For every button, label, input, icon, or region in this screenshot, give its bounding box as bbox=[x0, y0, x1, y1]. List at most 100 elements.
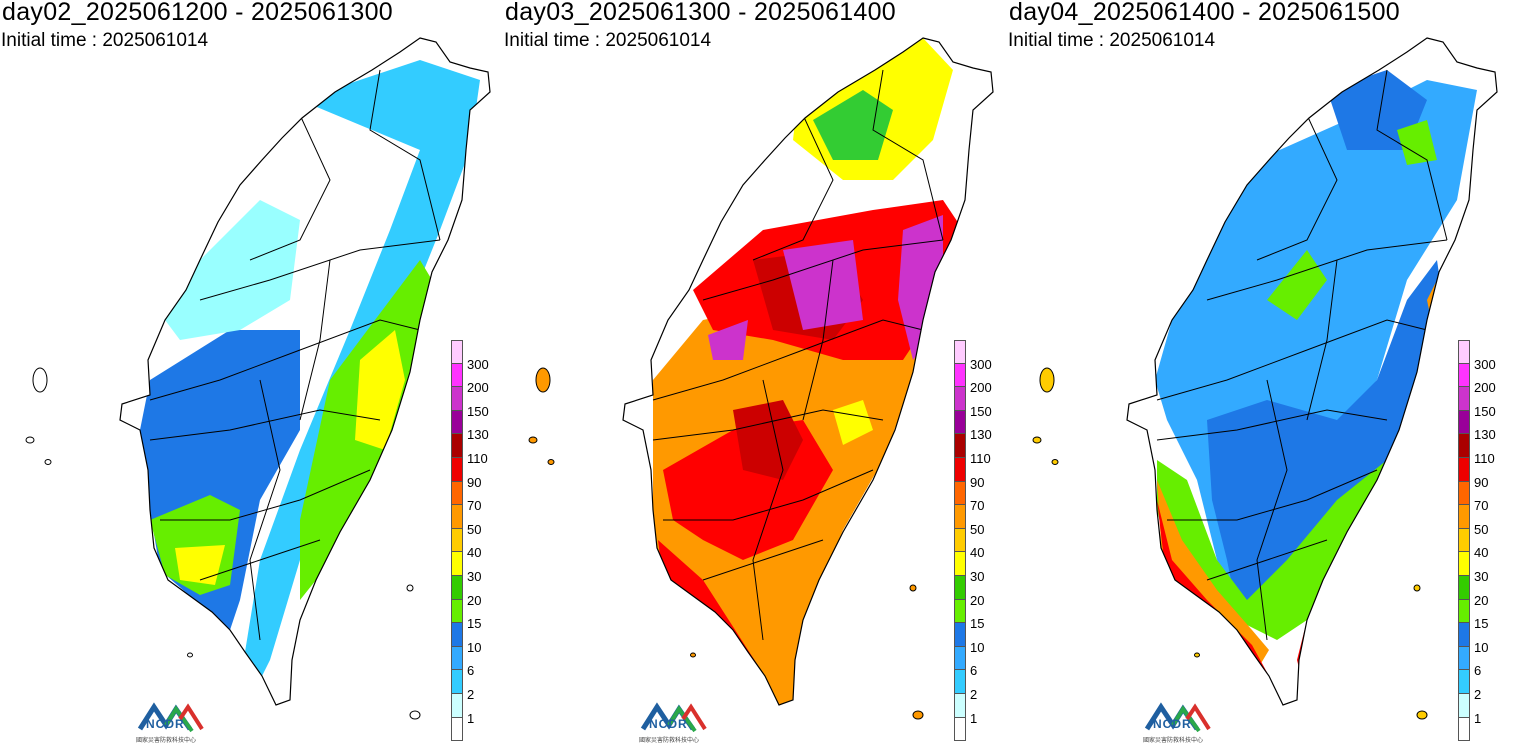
colorbar-swatch bbox=[1458, 457, 1470, 482]
colorbar-level-label: 300 bbox=[467, 356, 489, 372]
colorbar-swatch bbox=[954, 434, 966, 458]
colorbar-swatch bbox=[451, 528, 463, 553]
colorbar-swatch bbox=[1458, 528, 1470, 553]
colorbar-swatch bbox=[451, 670, 463, 694]
outlying-island bbox=[409, 710, 421, 720]
ncdr-logo-icon bbox=[1144, 702, 1211, 733]
county-boundary bbox=[160, 469, 371, 521]
county-boundary bbox=[1206, 539, 1328, 581]
colorbar-swatch bbox=[1458, 410, 1470, 435]
colorbar-swatch bbox=[954, 387, 966, 411]
colorbar-level-label: 1 bbox=[467, 710, 475, 726]
colorbar-level-label: 90 bbox=[970, 474, 985, 490]
colorbar-level-label: 150 bbox=[1474, 403, 1496, 419]
county-boundary bbox=[1306, 259, 1338, 421]
outlying-island bbox=[1413, 584, 1421, 592]
colorbar-level-label: 2 bbox=[970, 687, 978, 702]
colorbar-level-label: 130 bbox=[1474, 427, 1496, 443]
coastline bbox=[1126, 37, 1498, 706]
colorbar-level-label: 1 bbox=[1474, 710, 1482, 726]
outlying-island bbox=[535, 367, 551, 393]
colorbar-level-label: 200 bbox=[1474, 380, 1496, 396]
colorbar-swatch bbox=[451, 623, 463, 647]
colorbar-swatch bbox=[1458, 717, 1470, 742]
colorbar-level-label: 15 bbox=[970, 616, 985, 632]
colorbar-level-label: 15 bbox=[1474, 616, 1489, 632]
colorbar-swatch bbox=[1458, 434, 1470, 458]
colorbar-swatch bbox=[954, 693, 966, 718]
logo-subtext: 國家災害防救科技中心 bbox=[1143, 738, 1204, 744]
county-boundary bbox=[149, 319, 421, 401]
colorbar-swatch bbox=[451, 552, 463, 576]
logo-subtext: 國家災害防救科技中心 bbox=[639, 738, 700, 744]
outlying-island bbox=[1416, 710, 1428, 720]
outlying-island bbox=[25, 436, 35, 444]
colorbar-swatch bbox=[1458, 481, 1470, 506]
colorbar-swatch bbox=[1458, 670, 1470, 694]
county-boundary bbox=[1167, 469, 1378, 521]
colorbar-level-label: 30 bbox=[1474, 569, 1489, 584]
colorbar-swatch bbox=[451, 505, 463, 529]
rainfall-zone-40 bbox=[175, 330, 405, 585]
colorbar-level-label: 40 bbox=[1474, 545, 1489, 561]
colorbar-level-label: 110 bbox=[467, 451, 488, 466]
initial-time-label: Initial time : 2025061014 bbox=[504, 30, 712, 51]
outlying-island bbox=[1051, 459, 1059, 465]
county-boundary bbox=[1206, 239, 1448, 301]
colorbar-swatch bbox=[954, 481, 966, 506]
colorbar-level-label: 50 bbox=[970, 521, 985, 537]
colorbar-level-label: 70 bbox=[467, 498, 482, 514]
colorbar-swatch bbox=[451, 599, 463, 624]
colorbar-level-label: 6 bbox=[1474, 663, 1482, 679]
county-boundary bbox=[199, 539, 321, 581]
rainfall-map bbox=[25, 37, 491, 720]
county-boundary bbox=[1256, 379, 1288, 641]
colorbar-level-label: 300 bbox=[970, 356, 992, 372]
colorbar-level-label: 6 bbox=[467, 663, 475, 679]
colorbar-swatch bbox=[954, 646, 966, 671]
rainfall-zone-15 bbox=[1207, 70, 1447, 620]
colorbar-level-label: 70 bbox=[1474, 498, 1489, 514]
county-boundary bbox=[1376, 69, 1448, 241]
ncdr-logo-icon bbox=[137, 702, 204, 733]
county-boundary bbox=[752, 114, 834, 261]
colorbar bbox=[1458, 340, 1470, 742]
county-boundary bbox=[249, 379, 281, 641]
colorbar-level-label: 150 bbox=[467, 403, 489, 419]
initial-time-label: Initial time : 2025061014 bbox=[1, 30, 209, 51]
colorbar-swatch bbox=[1458, 340, 1470, 364]
rainfall-zone-1 bbox=[165, 200, 300, 340]
colorbar-swatch bbox=[1458, 693, 1470, 718]
colorbar-swatch bbox=[1458, 599, 1470, 624]
outlying-island bbox=[32, 367, 48, 393]
colorbar-level-label: 10 bbox=[970, 639, 985, 655]
outlying-island bbox=[1194, 652, 1200, 658]
colorbar-level-label: 70 bbox=[970, 498, 985, 514]
colorbar-level-label: 30 bbox=[467, 569, 482, 584]
colorbar-swatch bbox=[954, 410, 966, 435]
colorbar-level-label: 40 bbox=[467, 545, 482, 561]
county-boundary bbox=[1256, 114, 1338, 261]
panel-title: day03_2025061300 - 2025061400 bbox=[505, 0, 897, 26]
logo-subtext: 國家災害防救科技中心 bbox=[136, 738, 197, 744]
colorbar-level-label: 130 bbox=[467, 427, 489, 443]
colorbar-swatch bbox=[1458, 363, 1470, 388]
outlying-island bbox=[912, 710, 924, 720]
outlying-island bbox=[1032, 436, 1042, 444]
colorbar-swatch bbox=[954, 505, 966, 529]
colorbar bbox=[451, 340, 463, 742]
colorbar-swatch bbox=[451, 363, 463, 388]
colorbar-swatch bbox=[451, 575, 463, 600]
rainfall-zone-30 bbox=[150, 260, 432, 600]
colorbar-swatch bbox=[451, 717, 463, 742]
county-boundary bbox=[299, 259, 331, 421]
colorbar-swatch bbox=[954, 670, 966, 694]
colorbar-swatch bbox=[1458, 552, 1470, 576]
logo-text: NCDR bbox=[649, 717, 688, 731]
colorbar-level-label: 90 bbox=[467, 474, 482, 490]
county-boundary bbox=[752, 379, 784, 641]
county-boundary bbox=[663, 469, 874, 521]
rainfall-zone-90 bbox=[658, 200, 963, 690]
colorbar-level-label: 6 bbox=[970, 663, 978, 679]
colorbar-level-label: 50 bbox=[1474, 521, 1489, 537]
